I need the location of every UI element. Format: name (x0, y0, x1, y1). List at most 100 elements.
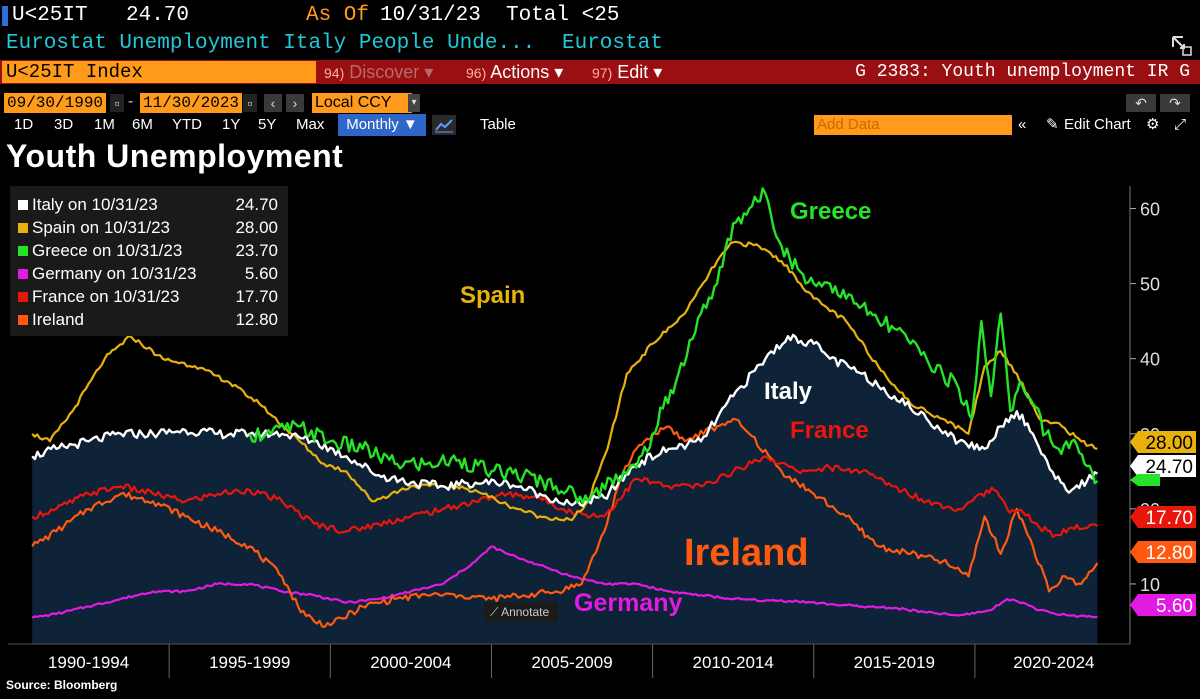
y-tick-label: 40 (1140, 350, 1160, 370)
total-label: Total <25 (506, 4, 620, 27)
index-name-field[interactable]: U<25IT Index (2, 61, 316, 83)
range-1m[interactable]: 1M (94, 116, 115, 133)
next-arrow-icon[interactable]: › (286, 94, 304, 112)
legend-item-france[interactable]: France on 10/31/23 17.70 (18, 286, 288, 308)
add-data-input[interactable]: Add Data (814, 115, 1012, 135)
spain-value-tag (1130, 431, 1196, 453)
italy-annotation: Italy (764, 378, 813, 405)
edit-num: 97) (592, 65, 613, 81)
legend-value: 24.70 (235, 195, 278, 214)
expand-icon[interactable]: ⤢ (1174, 116, 1187, 133)
x-tick-label: 2020-2024 (1013, 653, 1094, 672)
legend-label: France on 10/31/23 (32, 287, 180, 306)
table-button[interactable]: Table (480, 116, 516, 133)
legend-swatch (18, 223, 28, 233)
range-1d[interactable]: 1D (14, 116, 34, 133)
legend-swatch (18, 315, 28, 325)
x-tick-label: 2010-2014 (693, 653, 774, 672)
command-toolbar: U<25IT Index 94) Discover ▾ 96) Actions … (0, 60, 1200, 84)
discover-label: Discover (349, 62, 420, 82)
spain-value-tag-text: 28.00 (1145, 433, 1193, 454)
legend-item-spain[interactable]: Spain on 10/31/23 28.00 (18, 217, 288, 239)
spain-series-line (31, 240, 1098, 522)
france-series-line (31, 455, 1099, 539)
undo-icon[interactable]: ↶ (1126, 94, 1156, 112)
actions-menu[interactable]: 96) Actions ▾ (466, 60, 563, 84)
italy-value-tag-text: 24.70 (1145, 457, 1193, 478)
discover-menu[interactable]: 94) Discover ▾ (324, 60, 433, 84)
calendar-icon[interactable]: ▫ (110, 94, 124, 112)
calendar-icon[interactable]: ▫ (243, 94, 257, 112)
actions-label: Actions (490, 62, 550, 82)
ireland-series-line (31, 417, 1099, 628)
legend-label: Ireland (32, 310, 84, 329)
chevron-down-icon[interactable]: ▾ (408, 94, 420, 112)
range-6m[interactable]: 6M (132, 116, 153, 133)
italy-area-fill (32, 334, 1098, 644)
germany-series-line (31, 545, 1098, 619)
previous-arrow-icon[interactable]: ‹ (264, 94, 282, 112)
range-5y[interactable]: 5Y (258, 116, 277, 133)
settings-icon[interactable]: ⚙ (1146, 116, 1160, 133)
date-separator: - (128, 93, 134, 110)
frequency-select[interactable]: Monthly ▼ (338, 114, 426, 136)
currency-select[interactable]: Local CCY (312, 93, 412, 113)
greece-annotation: Greece (790, 198, 871, 225)
edit-menu[interactable]: 97) Edit ▾ (592, 60, 662, 84)
legend-item-italy[interactable]: Italy on 10/31/23 24.70 (18, 194, 288, 216)
legend-value: 28.00 (235, 218, 278, 237)
security-marker (2, 6, 8, 26)
end-date-field[interactable]: 11/30/2023 (140, 93, 243, 113)
edit-label: Edit (617, 62, 649, 82)
greece-series-line (248, 187, 1099, 505)
legend-item-greece[interactable]: Greece on 10/31/23 23.70 (18, 240, 288, 262)
spain-annotation: Spain (460, 282, 525, 309)
chart-legend: Italy on 10/31/23 24.70 Spain on 10/31/23 2… (10, 186, 288, 336)
line-chart-icon[interactable] (432, 115, 456, 135)
ireland-annotation: Ireland (684, 532, 809, 574)
x-tick-label: 1995-1999 (209, 653, 290, 672)
range-ytd[interactable]: YTD (172, 116, 202, 133)
security-header: U<25IT 24.70 As Of 10/31/23 Total <25 (0, 4, 1200, 28)
chart-reference: G 2383: Youth unemployment IR G (855, 62, 1190, 82)
pencil-icon: ⟋ (490, 605, 499, 619)
germany-value-tag-text: 5.60 (1156, 596, 1193, 617)
discover-num: 94) (324, 65, 345, 81)
legend-item-germany[interactable]: Germany on 10/31/23 5.60 (18, 263, 288, 285)
source-name: Eurostat (562, 32, 663, 55)
chevron-down-icon: ▾ (554, 62, 564, 82)
ireland-value-tag-text: 12.80 (1145, 543, 1193, 564)
legend-swatch (18, 246, 28, 256)
start-date-field[interactable]: 09/30/1990 (4, 93, 107, 113)
actions-num: 96) (466, 65, 487, 81)
range-1y[interactable]: 1Y (222, 116, 241, 133)
legend-value: 23.70 (235, 241, 278, 260)
pop-out-icon[interactable] (1170, 34, 1192, 56)
legend-swatch (18, 269, 28, 279)
as-of-label: As Of (306, 4, 370, 27)
range-max[interactable]: Max (296, 116, 325, 133)
y-tick-label: 60 (1140, 200, 1160, 220)
edit-chart-button[interactable]: Edit Chart (1064, 116, 1131, 133)
pencil-icon: ✎ (1046, 116, 1059, 133)
legend-item-ireland[interactable]: Ireland 12.80 (18, 309, 288, 331)
ireland-value-tag (1130, 541, 1196, 563)
legend-value: 17.70 (235, 287, 278, 306)
legend-swatch (18, 292, 28, 302)
redo-icon[interactable]: ↷ (1160, 94, 1190, 112)
annotate-label: Annotate (501, 605, 550, 619)
range-3d[interactable]: 3D (54, 116, 74, 133)
legend-value: 12.80 (235, 310, 278, 329)
as-of-date: 10/31/23 (380, 4, 481, 27)
range-bar: 1D 3D 1M 6M YTD 1Y 5Y Max Monthly ▼ Tabl… (0, 114, 1200, 136)
annotate-button[interactable]: ⟋ Annotate (484, 602, 558, 622)
legend-label: Greece on 10/31/23 (32, 241, 183, 260)
x-tick-label: 2015-2019 (854, 653, 935, 672)
legend-label: Italy on 10/31/23 (32, 195, 158, 214)
collapse-icon[interactable]: « (1018, 116, 1027, 133)
ticker[interactable]: U<25IT (12, 4, 88, 27)
source-footer: Source: Bloomberg (6, 678, 118, 692)
chevron-down-icon: ▾ (424, 62, 434, 82)
legend-label: Germany on 10/31/23 (32, 264, 197, 283)
legend-label: Spain on 10/31/23 (32, 218, 171, 237)
